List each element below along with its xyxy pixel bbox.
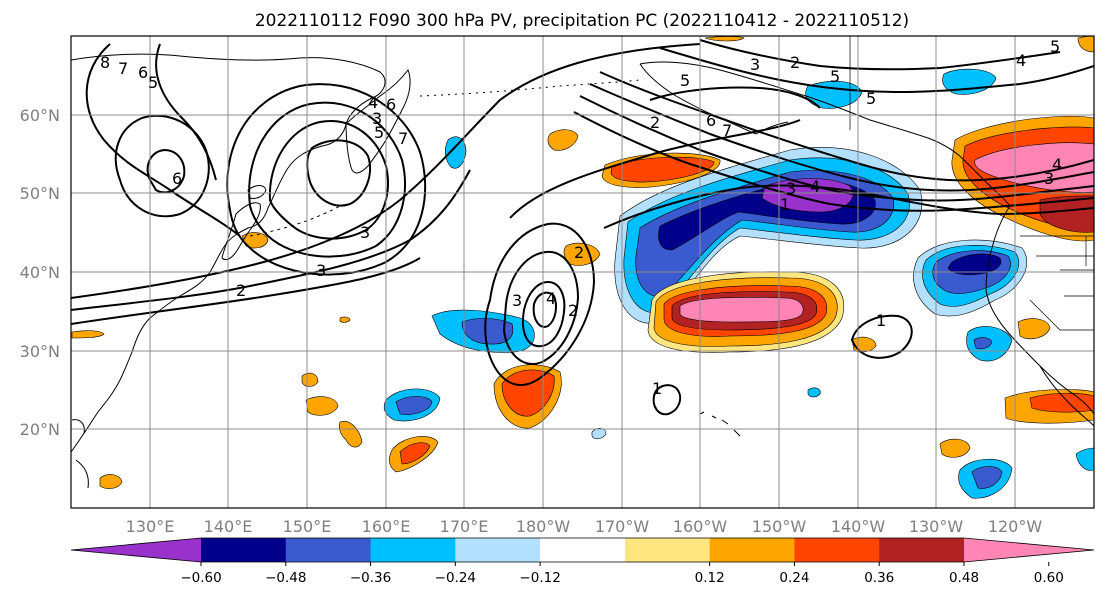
figure-title: 2022110112 F090 300 hPa PV, precipitatio… [255,11,909,31]
contour-label: 5 [680,71,690,90]
lon-tick: 160°E [362,517,411,536]
contour-label: 7 [722,121,732,140]
lat-tick-labels: 60°N 50°N 40°N 30°N 20°N [20,106,60,439]
contour-label: 3 [786,179,796,198]
lon-tick: 130°W [909,517,964,536]
lon-tick: 130°E [126,517,175,536]
colorbar-tick-label: 0.12 [695,570,725,586]
gridlines [71,36,1094,508]
contour-label: 5 [374,123,384,142]
lat-tick: 40°N [20,263,60,282]
contour-label: 4 [1052,155,1062,174]
pv-contour-labels: 8 7 6 5 6 4 3 5 6 7 2 3 3 2 2 3 4 5 6 7 [100,37,1062,398]
lat-tick: 20°N [20,420,60,439]
colorbar-segment [624,538,711,562]
contour-label: 2 [650,113,660,132]
contour-label: 5 [1050,37,1060,56]
lon-tick: 160°W [673,517,728,536]
colorbar-segment [201,538,287,562]
lon-tick: 170°W [595,517,650,536]
lon-tick: 140°E [204,517,253,536]
colorbar-segment [540,538,626,562]
contour-label: 3 [512,291,522,310]
lon-tick: 180°W [516,517,571,536]
colorbar-segment [709,538,795,562]
contour-label: 3 [372,109,382,128]
colorbar-segment [71,538,201,562]
contour-label: 2 [568,301,578,320]
lon-tick: 170°E [440,517,489,536]
colorbar-tick-label: 0.24 [779,570,809,586]
contour-label: 3 [360,223,370,242]
lon-tick: 150°W [752,517,807,536]
lat-tick: 30°N [20,342,60,361]
colorbar-segment [879,538,965,562]
colorbar-tick-label: 0.36 [864,570,894,586]
map-panel: 8 7 6 5 6 4 3 5 6 7 2 3 3 2 2 3 4 5 6 7 [70,35,1095,509]
colorbar-tick-label: 0.60 [1034,570,1064,586]
colorbar-tick-label: −0.48 [265,570,306,586]
colorbar-segment [455,538,541,562]
contour-label: 4 [546,289,556,308]
contour-label: 6 [386,95,396,114]
contour-label: 6 [172,169,182,188]
contour-label: 1 [652,379,662,398]
contour-label: 2 [574,243,584,262]
contour-label: 7 [118,59,128,78]
contour-label: 2 [790,53,800,72]
colorbar-tick-label: 0.48 [949,570,979,586]
colorbar-tick-label: −0.60 [180,570,221,586]
contour-label: 6 [138,63,148,82]
contour-label: 3 [750,55,760,74]
lon-tick: 140°W [831,517,886,536]
contour-label: 2 [236,281,246,300]
colorbar-segment [370,538,456,562]
contour-label: 3 [316,261,326,280]
contour-label: 1 [876,311,886,330]
contour-label: 5 [830,67,840,86]
colorbar: −0.60 −0.48 −0.36 −0.24 −0.12 0.12 0.24 0.36 0.4… [70,537,1095,586]
contour-label: 5 [866,89,876,108]
coastlines [71,53,1094,489]
contour-label: 4 [368,93,378,112]
contour-label: 4 [810,177,820,196]
colorbar-tick-label: −0.36 [350,570,391,586]
contour-label: 8 [100,53,110,72]
lat-tick: 50°N [20,184,60,203]
lon-tick: 120°W [988,517,1043,536]
colorbar-segment [794,538,880,562]
contour-label: 4 [1016,51,1026,70]
lat-tick: 60°N [20,106,60,125]
lon-tick: 150°E [283,517,332,536]
contour-label: 3 [1044,169,1054,188]
contour-label: 1 [780,195,790,214]
colorbar-segment [285,538,372,562]
colorbar-tick-label: −0.24 [435,570,476,586]
contour-label: 6 [706,111,716,130]
lon-tick-labels: 130°E 140°E 150°E 160°E 170°E 180°W 170°… [126,517,1043,536]
political-borders [849,36,1094,331]
contour-label: 7 [398,129,408,148]
pv-contours [71,39,1094,416]
contour-label: 5 [148,73,158,92]
colorbar-tick-label: −0.12 [519,570,560,586]
colorbar-segment [964,538,1094,562]
